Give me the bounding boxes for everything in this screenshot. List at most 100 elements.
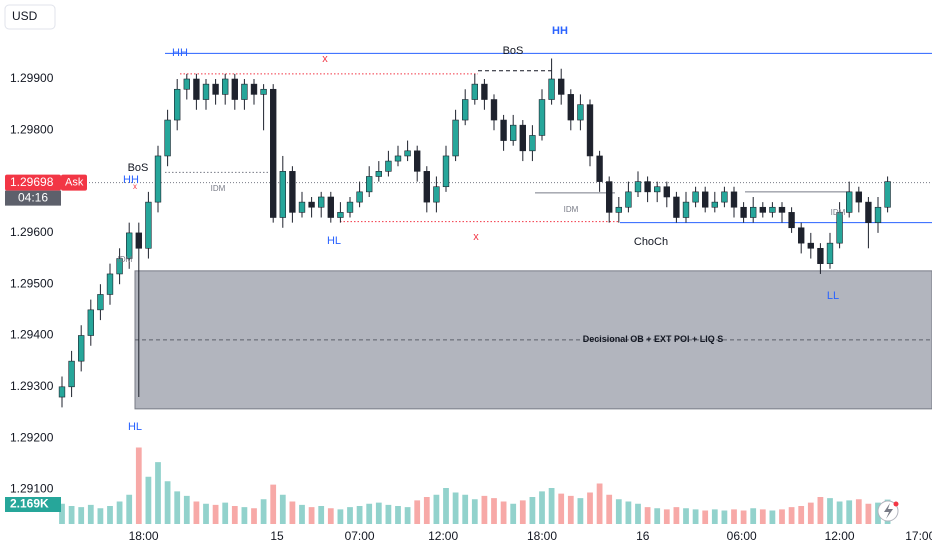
volume-bar [510,503,517,524]
volume-bar [299,504,305,524]
candle-body [212,83,219,95]
candle-body [126,232,133,259]
volume-bar [606,494,613,524]
zone-label: Decisional OB + EXT POI + LIQ S [583,334,724,344]
volume-bar [567,495,574,524]
annotation: IDM [831,208,846,217]
volume-bar [308,507,315,524]
candle-body [884,181,891,208]
price-tag-label: 1.29698 [10,175,54,189]
volume-bar [251,508,257,524]
candle-body [183,78,190,90]
volume-bar [692,509,699,524]
candle-body [817,247,824,264]
candle-body [663,186,670,198]
candle-body [337,212,344,218]
candle-body [87,309,94,336]
candle-body [740,206,747,218]
y-tick-label: 1.29200 [10,430,54,444]
volume-bar [740,510,747,524]
volume-bar [529,497,536,524]
candle-body [106,273,114,295]
annotation: BoS [128,162,149,174]
currency-box[interactable] [4,4,56,30]
annotation: HL [327,235,341,247]
y-tick-label: 1.29800 [10,122,54,136]
candle-body [298,201,306,213]
y-tick-label: 1.29600 [10,225,54,239]
volume-bar [519,500,526,524]
candle-body [874,206,882,223]
volume-bar [87,504,94,524]
volume-bar [318,506,325,524]
volume-bar [260,499,267,524]
candle-body [481,83,488,100]
candle-body [500,119,507,141]
x-tick-label: 18:00 [527,529,557,543]
candle-body [826,242,834,264]
candle-body [78,335,85,362]
x-tick-label: 07:00 [345,529,375,543]
volume-bar [375,502,382,524]
volume-bar [769,510,776,524]
volume-bar [135,447,142,524]
candle-body [577,104,584,121]
volume-bar [155,462,161,524]
candle-body [356,191,363,203]
volume-bar [145,476,152,524]
volume-bar [404,507,411,524]
candle-body [750,206,757,218]
annotation: x [473,231,479,243]
y-tick-label: 1.29400 [10,328,54,342]
candle-body [135,232,142,249]
volume-bar [462,494,469,524]
x-tick-label: 12:00 [428,529,458,543]
x-tick-label: 17:00 [905,529,932,543]
candle-body [558,78,565,95]
volume-bar [673,507,680,524]
candle-body [68,360,75,388]
candle-body [673,196,680,218]
x-tick-label: 16 [636,529,650,543]
candle-body [711,201,718,208]
candle-body [519,124,526,152]
volume-bar [126,494,133,524]
candle-body [538,99,546,136]
volume-bar [452,492,459,524]
annotation: HH [172,47,188,59]
volume-bar [222,502,229,524]
volume-bar [270,484,277,524]
volume-bar [654,508,661,524]
candle-body [462,99,469,121]
candle-body [692,191,699,203]
volume-tag-label: 2.169K [10,497,49,511]
candle-body [97,294,104,311]
candle-body [202,83,210,100]
candle-body [490,99,498,121]
countdown-label: 04:16 [18,190,48,204]
side-tag-label: Ask [65,177,84,189]
x-tick-label: 06:00 [727,529,757,543]
volume-bar [59,503,65,524]
volume-bar [577,498,584,524]
candle-body [548,78,555,100]
volume-bar [116,501,123,524]
volume-bar [500,501,507,524]
candle-body [260,88,267,95]
volume-bar [625,501,632,524]
replay-icon[interactable] [877,500,899,522]
annotation: IDM [211,184,226,193]
candle-body [510,124,517,141]
annotation: HH [123,174,139,186]
volume-bar [183,495,190,524]
volume-bar [443,488,449,524]
price-tag [5,174,61,191]
candle-body [318,196,325,208]
candle-body [567,94,574,121]
candle-body [452,119,459,157]
volume-bar [193,501,200,524]
candle-body [433,186,440,203]
volume-bar [635,503,641,524]
volume-bar [817,497,824,524]
volume-bar [433,494,440,524]
